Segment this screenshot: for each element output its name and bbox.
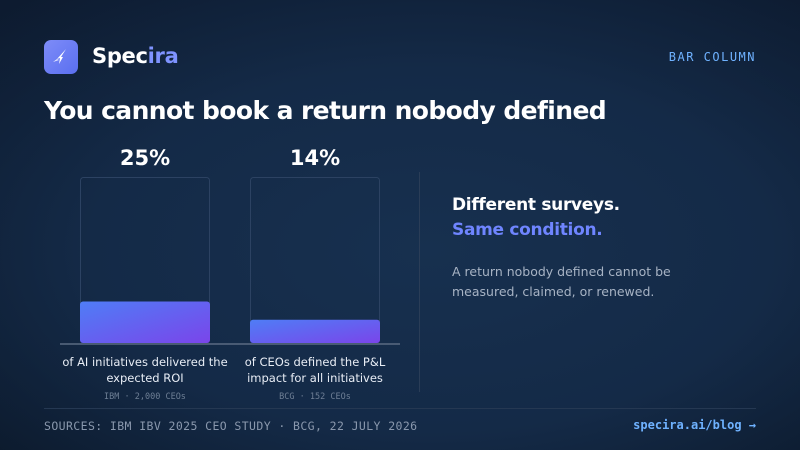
bar-category-label-0: of AI initiatives delivered the expected… (62, 355, 228, 385)
bar-track-1 (250, 177, 380, 343)
chart-type-tag: BAR COLUMN (668, 50, 756, 64)
bar-category-label-1: of CEOs defined the P&L impact for all i… (244, 355, 386, 385)
side-subheading: Same condition. (452, 220, 603, 240)
bar-1 (250, 319, 380, 343)
brand-name: Specira (92, 44, 179, 68)
footer-divider (44, 408, 756, 409)
brand-name-accent: ira (147, 44, 179, 68)
bar-0 (80, 301, 210, 343)
bar-source-label-0: IBM · 2,000 CEOs (104, 392, 186, 402)
headline: You cannot book a return nobody defined (44, 96, 607, 125)
blog-link[interactable]: specira.ai/blog → (633, 418, 756, 432)
bird-icon (53, 49, 66, 64)
side-body-text: A return nobody defined cannot be measur… (452, 264, 671, 299)
footer-sources: SOURCES: IBM IBV 2025 CEO STUDY · BCG, 2… (44, 419, 418, 433)
brand-logo (44, 40, 78, 74)
brand-name-start: Spec (92, 44, 148, 68)
vertical-divider (419, 172, 420, 392)
bar-value-label-1: 14% (289, 146, 341, 170)
bar-value-label-0: 25% (119, 146, 171, 170)
bar-source-label-1: BCG · 152 CEOs (279, 392, 351, 402)
side-heading: Different surveys. (452, 195, 620, 215)
